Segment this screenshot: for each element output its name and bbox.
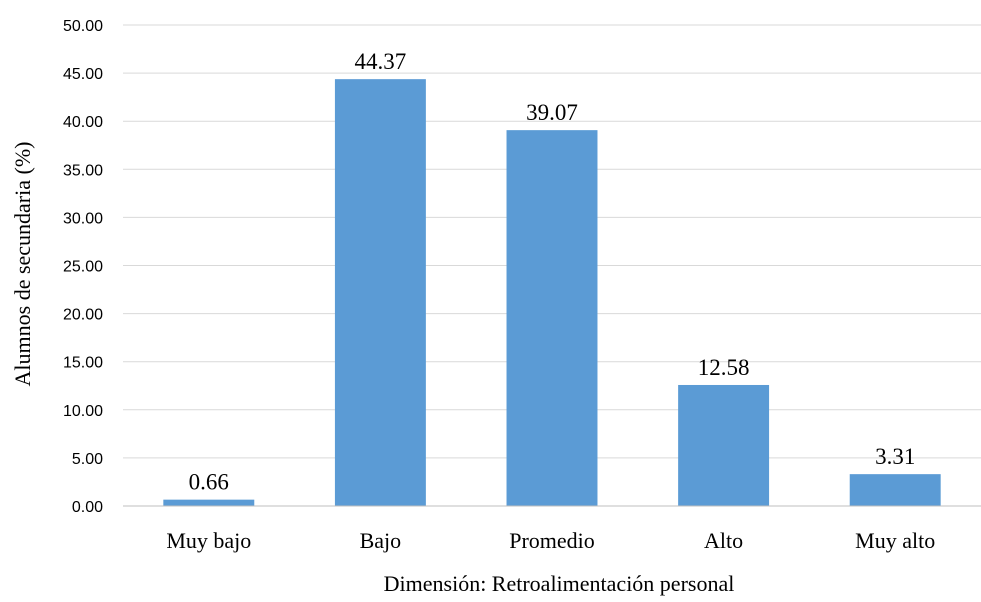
data-label: 39.07 <box>526 100 578 125</box>
category-label: Alto <box>704 528 743 553</box>
data-label: 12.58 <box>698 355 750 380</box>
bar <box>678 384 770 506</box>
bar <box>506 130 598 506</box>
data-labels: 0.66 44.37 39.07 12.58 3.31 <box>189 49 916 494</box>
data-label: 0.66 <box>189 470 229 495</box>
category-label: Muy bajo <box>166 528 251 553</box>
y-tick-label: 0.00 <box>72 499 103 516</box>
y-tick-label: 25.00 <box>63 259 103 276</box>
y-axis-tick-labels: 0.00 5.00 10.00 15.00 20.00 25.00 30.00 35.00 40… <box>63 18 103 516</box>
bar <box>163 499 255 506</box>
y-tick-label: 30.00 <box>63 210 103 227</box>
bar <box>334 79 426 507</box>
y-tick-label: 40.00 <box>63 114 103 131</box>
y-tick-label: 15.00 <box>63 355 103 372</box>
bars <box>163 79 941 507</box>
category-label: Promedio <box>509 528 595 553</box>
y-tick-label: 50.00 <box>63 18 103 35</box>
data-label: 3.31 <box>875 444 915 469</box>
category-label: Muy alto <box>855 528 935 553</box>
y-tick-label: 20.00 <box>63 307 103 324</box>
bar <box>849 474 941 506</box>
y-axis-title: Alumnos de secundaria (%) <box>10 142 35 387</box>
y-tick-label: 10.00 <box>63 403 103 420</box>
data-label: 44.37 <box>355 49 407 74</box>
y-tick-label: 45.00 <box>63 66 103 83</box>
category-label: Bajo <box>360 528 402 553</box>
category-labels: Muy bajo Bajo Promedio Alto Muy alto <box>166 528 935 553</box>
y-tick-label: 35.00 <box>63 162 103 179</box>
y-tick-label: 5.00 <box>72 451 103 468</box>
x-axis-title: Dimensión: Retroalimentación personal <box>384 571 735 596</box>
